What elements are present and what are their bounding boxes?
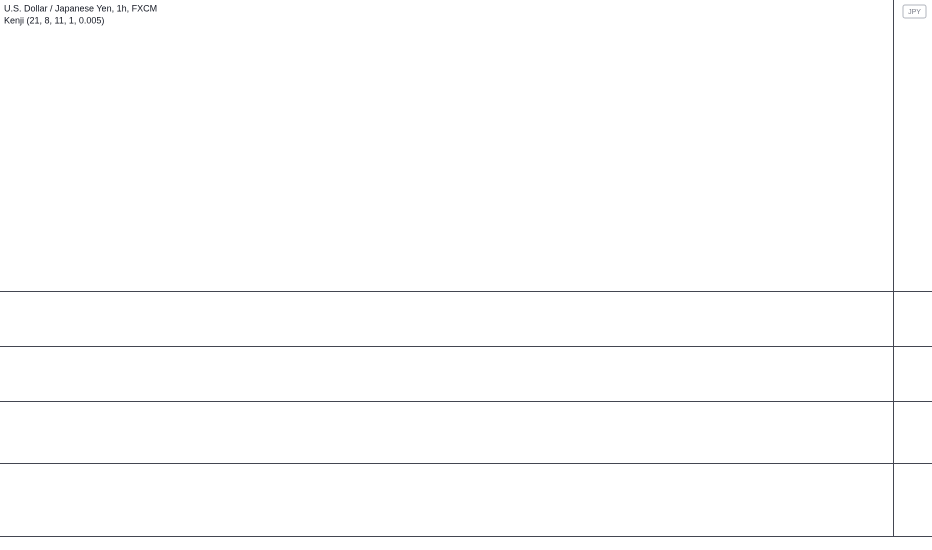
frame	[0, 0, 932, 537]
currency-badge[interactable]	[902, 4, 927, 19]
indicator-title: Kenji (21, 8, 11, 1, 0.005)	[4, 15, 104, 25]
currency: JPY	[908, 9, 921, 16]
chart-title: U.S. Dollar / Japanese Yen, 1h, FXCM	[4, 3, 157, 13]
